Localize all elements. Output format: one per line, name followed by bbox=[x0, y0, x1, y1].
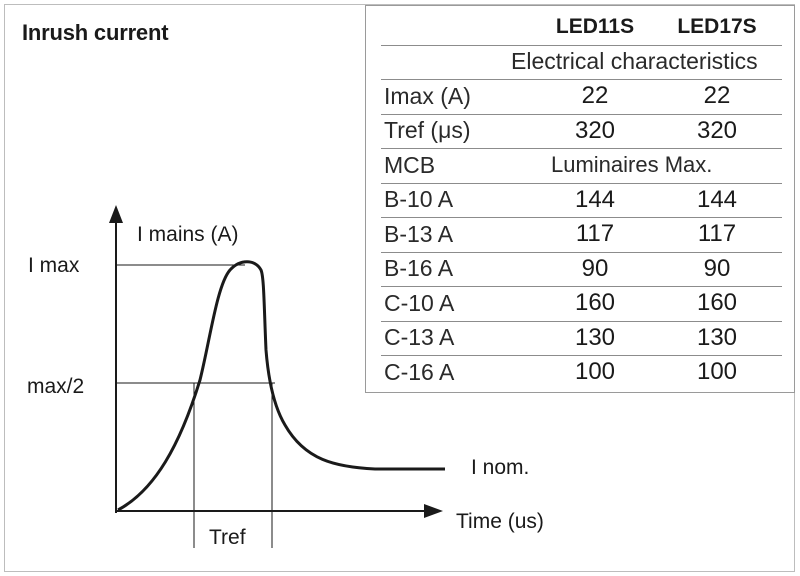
row-label: C-16 A bbox=[384, 358, 455, 385]
table-row: Imax (A) 22 22 bbox=[381, 79, 782, 115]
row-label: B-16 A bbox=[384, 255, 454, 282]
table-row: B-10 A 144 144 bbox=[381, 183, 782, 218]
half-max-label: max/2 bbox=[27, 375, 84, 398]
section-luminaires-label: Luminaires Max. bbox=[551, 152, 713, 178]
value-led11s: 117 bbox=[575, 220, 615, 248]
table-header-row: LED11S LED17S bbox=[381, 10, 782, 46]
inrush-graph: I mains (A) I max max/2 I nom. Time (us)… bbox=[27, 205, 544, 549]
table-row: B-13 A 117 117 bbox=[381, 217, 782, 253]
characteristics-table: LED11S LED17S Electrical characteristics… bbox=[365, 5, 795, 393]
row-label: Tref (μs) bbox=[384, 117, 471, 144]
header-led17s: LED17S bbox=[677, 15, 757, 39]
row-label: Imax (A) bbox=[384, 82, 471, 109]
table-row: C-13 A 130 130 bbox=[381, 321, 782, 356]
value-led17s: 22 bbox=[703, 82, 731, 110]
y-axis-arrow bbox=[109, 205, 123, 223]
value-led11s: 22 bbox=[581, 82, 609, 110]
row-label: B-13 A bbox=[384, 220, 454, 247]
value-led11s: 160 bbox=[574, 289, 616, 317]
value-led11s: 100 bbox=[574, 358, 616, 386]
row-label: B-10 A bbox=[384, 186, 454, 213]
section-electrical-label: Electrical characteristics bbox=[511, 48, 758, 75]
y-axis-label: I mains (A) bbox=[137, 223, 239, 246]
value-led17s: 320 bbox=[696, 116, 738, 144]
figure-title: Inrush current bbox=[22, 20, 169, 45]
value-led11s: 130 bbox=[574, 323, 616, 351]
section-mcb-row: MCB Luminaires Max. bbox=[381, 148, 782, 184]
value-led11s: 90 bbox=[581, 254, 609, 282]
value-led17s: 130 bbox=[696, 323, 738, 351]
row-label: C-13 A bbox=[384, 324, 455, 351]
x-axis-arrow bbox=[424, 504, 443, 518]
value-led11s: 144 bbox=[574, 185, 616, 213]
figure-frame: Inrush current I mains (A) I max max/2 I… bbox=[4, 4, 795, 572]
table-row: C-10 A 160 160 bbox=[381, 286, 782, 322]
value-led17s: 90 bbox=[703, 254, 731, 282]
x-axis-label: Time (us) bbox=[456, 510, 544, 533]
table-row: B-16 A 90 90 bbox=[381, 252, 782, 287]
header-led11s: LED11S bbox=[555, 15, 635, 39]
row-label: C-10 A bbox=[384, 289, 455, 316]
inom-label: I nom. bbox=[471, 456, 529, 479]
imax-label: I max bbox=[28, 254, 80, 277]
table-row: Tref (μs) 320 320 bbox=[381, 114, 782, 149]
table-row: C-16 A 100 100 bbox=[381, 355, 782, 390]
mcb-label: MCB bbox=[384, 151, 436, 178]
value-led17s: 160 bbox=[696, 289, 738, 317]
value-led17s: 117 bbox=[697, 220, 737, 248]
inrush-curve bbox=[117, 260, 445, 512]
section-electrical-row: Electrical characteristics bbox=[381, 45, 782, 80]
value-led17s: 144 bbox=[696, 185, 738, 213]
tref-label: Tref bbox=[209, 526, 246, 549]
value-led11s: 320 bbox=[574, 116, 616, 144]
value-led17s: 100 bbox=[696, 358, 738, 386]
